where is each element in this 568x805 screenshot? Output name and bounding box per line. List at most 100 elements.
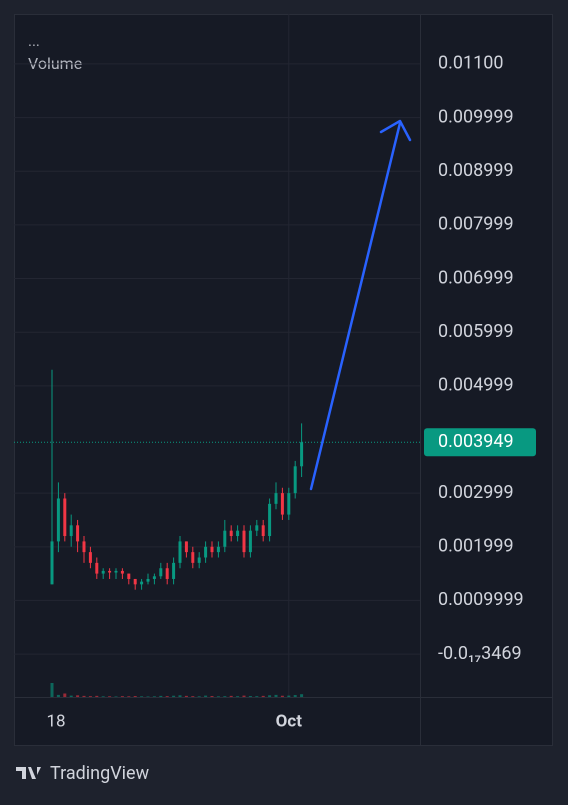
last-price-box (424, 428, 536, 457)
volume-bar (76, 695, 80, 697)
candle-body (300, 442, 304, 467)
candle-body (236, 530, 240, 537)
candle-body (268, 503, 272, 537)
candle-body (82, 541, 86, 553)
volume-bar (127, 696, 131, 697)
volume-bar (229, 695, 233, 697)
volume-bar (82, 695, 86, 697)
candle-body (216, 546, 220, 553)
volume-bar (242, 695, 246, 697)
volume-bar (88, 696, 92, 697)
volume-bar (63, 693, 67, 697)
candle-body (184, 541, 188, 553)
volume-bar (197, 696, 201, 697)
candle-body (261, 525, 265, 537)
volume-bar (184, 695, 188, 697)
candle-body (178, 541, 182, 563)
volume-bar (95, 695, 99, 697)
candle-body (140, 581, 144, 585)
volume-bar (69, 695, 73, 697)
y-tick-label: 0.0009999 (438, 589, 524, 610)
volume-bar (191, 696, 195, 697)
candle-body (120, 570, 124, 574)
y-tick-label: 0.005999 (438, 321, 514, 342)
volume-bar (140, 696, 144, 697)
volume-bar (274, 694, 278, 697)
candle-body (114, 570, 118, 573)
volume-bar (108, 696, 112, 697)
y-tick-label: 0.009999 (438, 106, 514, 127)
x-tick-label: 18 (46, 711, 65, 731)
candle-body (165, 568, 169, 579)
candle-body (229, 530, 233, 537)
candle-body (287, 493, 291, 515)
volume-bar (223, 696, 227, 697)
volume-bar (204, 695, 208, 697)
candle-body (88, 552, 92, 563)
y-tick-label: 0.007999 (438, 214, 514, 235)
candle-body (191, 552, 195, 563)
volume-bar (159, 695, 163, 697)
volume-bar (255, 696, 259, 697)
candle-body (274, 493, 278, 504)
volume-bar (114, 696, 118, 697)
x-tick-label: Oct (276, 711, 303, 731)
y-tick-label: -0.0₁₇3469 (438, 643, 522, 664)
volume-bar (210, 696, 214, 697)
candle-body (146, 578, 150, 582)
y-tick-label: 0.008999 (438, 160, 514, 181)
candle-body (197, 557, 201, 563)
candle-body (204, 546, 208, 558)
y-tick-label: 0.01100 (438, 53, 503, 74)
volume-bar (172, 695, 176, 697)
last-price-label: 0.003949 (438, 431, 514, 452)
volume-bar (146, 696, 150, 697)
volume-bar (178, 695, 182, 697)
volume-bar (101, 696, 105, 697)
candle-body (108, 570, 112, 573)
chart-panel (14, 14, 553, 746)
marks (14, 369, 420, 697)
candle-body (152, 576, 156, 579)
candle-body (280, 493, 284, 515)
candle-body (210, 546, 214, 553)
candle-body (172, 562, 176, 579)
candle-body (133, 578, 137, 585)
candle-body (69, 525, 73, 537)
volume-bar (248, 696, 252, 697)
candle-body (63, 498, 67, 537)
candle-body (56, 498, 60, 542)
y-tick-label: 0.004999 (438, 375, 514, 396)
volume-bar (236, 696, 240, 697)
volume-bar (56, 694, 60, 697)
volume-bar (287, 695, 291, 697)
volume-bar (268, 695, 272, 697)
y-tick-label: 0.002999 (438, 482, 514, 503)
menu-dots[interactable]: ... (28, 32, 40, 50)
candle-body (293, 466, 297, 494)
candle-body (159, 568, 163, 577)
candle-body (76, 525, 80, 542)
brand-logo (16, 767, 41, 779)
volume-bar (261, 695, 265, 697)
candle-body (255, 525, 259, 531)
volume-bar (120, 696, 124, 697)
trend-arrow (309, 119, 412, 491)
candle-body (101, 570, 105, 574)
brand[interactable]: TradingView (16, 763, 150, 784)
volume-bar (165, 696, 169, 697)
candle-body (50, 541, 54, 585)
volume-bar (300, 694, 304, 697)
y-tick-label: 0.001999 (438, 536, 514, 557)
volume-bar (280, 695, 284, 697)
brand-name: TradingView (50, 763, 150, 784)
candle-body (127, 573, 131, 579)
volume-bar (293, 695, 297, 697)
volume-bar (216, 696, 220, 697)
candle-body (242, 530, 246, 553)
volume-bar (152, 696, 156, 697)
volume-bar (50, 683, 54, 697)
arrow-head (379, 119, 412, 142)
